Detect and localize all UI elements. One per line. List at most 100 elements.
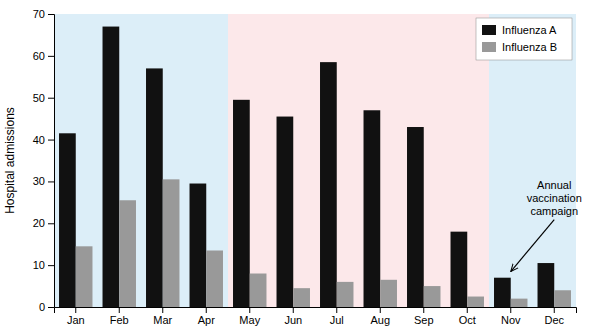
bar-series: [76, 179, 571, 307]
bar: [554, 290, 571, 307]
y-tick-label: 50: [33, 92, 45, 104]
y-tick-label: 60: [33, 50, 45, 62]
x-tick: Jun: [284, 307, 302, 326]
bar: [511, 299, 528, 307]
x-tick: Apr: [198, 307, 215, 326]
bar: [467, 297, 484, 307]
x-tick: Oct: [459, 307, 476, 326]
x-tick: Jan: [67, 307, 85, 326]
plot-content: [54, 14, 576, 307]
chart: Jan Feb Mar Apr May Jun Jul Aug Sep Oct Nov Dec 0 10 2…: [0, 0, 600, 335]
bar: [424, 286, 441, 307]
annotation-line: campaign: [530, 205, 578, 217]
bar: [451, 232, 468, 307]
bar: [59, 133, 76, 307]
x-tick-label: Jul: [330, 314, 344, 326]
bar-series: [59, 27, 554, 307]
x-tick-label: Sep: [414, 314, 434, 326]
x-tick: Sep: [414, 307, 434, 326]
x-tick-mark: [75, 307, 76, 313]
y-tick-mark: [48, 14, 54, 15]
x-axis-line: [55, 308, 577, 314]
bar: [380, 280, 397, 307]
x-axis: Jan Feb Mar Apr May Jun Jul Aug Sep Oct Nov Dec: [55, 307, 577, 326]
y-tick-label: 30: [33, 175, 45, 187]
y-tick-label: 0: [39, 301, 45, 313]
x-tick-mark: [293, 307, 294, 313]
y-tick-label: 20: [33, 217, 45, 229]
x-tick-mark: [119, 307, 120, 313]
y-tick-mark: [48, 265, 54, 266]
legend: Influenza A Influenza B: [476, 18, 572, 60]
bar: [250, 274, 267, 307]
legend-label: Influenza B: [502, 41, 557, 53]
y-tick-mark: [48, 181, 54, 182]
bar: [233, 100, 250, 307]
bar: [364, 110, 381, 307]
y-tick: 30: [33, 175, 54, 187]
x-tick-label: Dec: [544, 314, 564, 326]
x-tick-label: Mar: [153, 314, 172, 326]
bar: [103, 27, 120, 307]
bar: [119, 200, 136, 307]
bar: [163, 179, 180, 307]
legend-entry: Influenza A: [482, 24, 557, 36]
bar: [190, 184, 207, 307]
x-tick-mark: [336, 307, 337, 313]
x-tick-label: Nov: [501, 314, 521, 326]
y-tick-mark: [48, 140, 54, 141]
y-tick-label: 40: [33, 134, 45, 146]
x-tick-mark: [467, 307, 468, 313]
y-tick: 20: [33, 217, 54, 229]
x-tick-mark: [162, 307, 163, 313]
x-tick-mark: [554, 307, 555, 313]
legend-entry: Influenza B: [482, 41, 557, 53]
y-tick: 50: [33, 92, 54, 104]
bar: [146, 68, 163, 307]
y-tick-label: 10: [33, 259, 45, 271]
annotation-arrow: [511, 220, 555, 272]
bar: [337, 282, 354, 307]
x-tick-label: Apr: [198, 314, 215, 326]
y-tick: 70: [33, 8, 54, 20]
y-tick: 0: [39, 301, 54, 313]
x-tick: Jul: [330, 307, 344, 326]
legend-swatch: [482, 42, 496, 52]
x-tick: Nov: [501, 307, 521, 326]
x-tick-mark: [510, 307, 511, 313]
plot-area: Jan Feb Mar Apr May Jun Jul Aug Sep Oct Nov Dec 0 10 2…: [3, 8, 582, 326]
x-tick: May: [239, 307, 260, 326]
x-tick-mark: [206, 307, 207, 313]
background-region: [228, 14, 489, 307]
bar: [494, 278, 511, 307]
x-tick-label: May: [239, 314, 260, 326]
y-axis: 0 10 20 30 40 50 60 70: [33, 8, 55, 313]
x-tick-label: Aug: [370, 314, 390, 326]
y-tick-mark: [48, 307, 54, 308]
x-tick-label: Oct: [459, 314, 476, 326]
x-tick-mark: [380, 307, 381, 313]
annotation-line: Annual: [537, 179, 571, 191]
y-tick-mark: [48, 223, 54, 224]
x-tick: Feb: [110, 307, 129, 326]
annotation-line: vaccination: [527, 192, 582, 204]
legend-label: Influenza A: [502, 24, 557, 36]
x-tick-mark: [423, 307, 424, 313]
y-axis-line: [48, 15, 55, 308]
legend-frame: [476, 18, 572, 60]
x-tick-label: Jun: [284, 314, 302, 326]
x-tick-label: Feb: [110, 314, 129, 326]
bar: [206, 250, 223, 307]
x-tick-label: Jan: [67, 314, 85, 326]
x-tick: Aug: [370, 307, 390, 326]
bar: [538, 263, 555, 307]
annotation-text: Annualvaccinationcampaign: [527, 179, 582, 217]
y-tick-mark: [48, 98, 54, 99]
bar: [407, 127, 424, 307]
y-tick-label: 70: [33, 8, 45, 20]
legend-swatch: [482, 25, 496, 35]
bar: [277, 117, 294, 307]
background-region: [54, 14, 228, 307]
x-tick-mark: [249, 307, 250, 313]
bar: [76, 246, 93, 307]
